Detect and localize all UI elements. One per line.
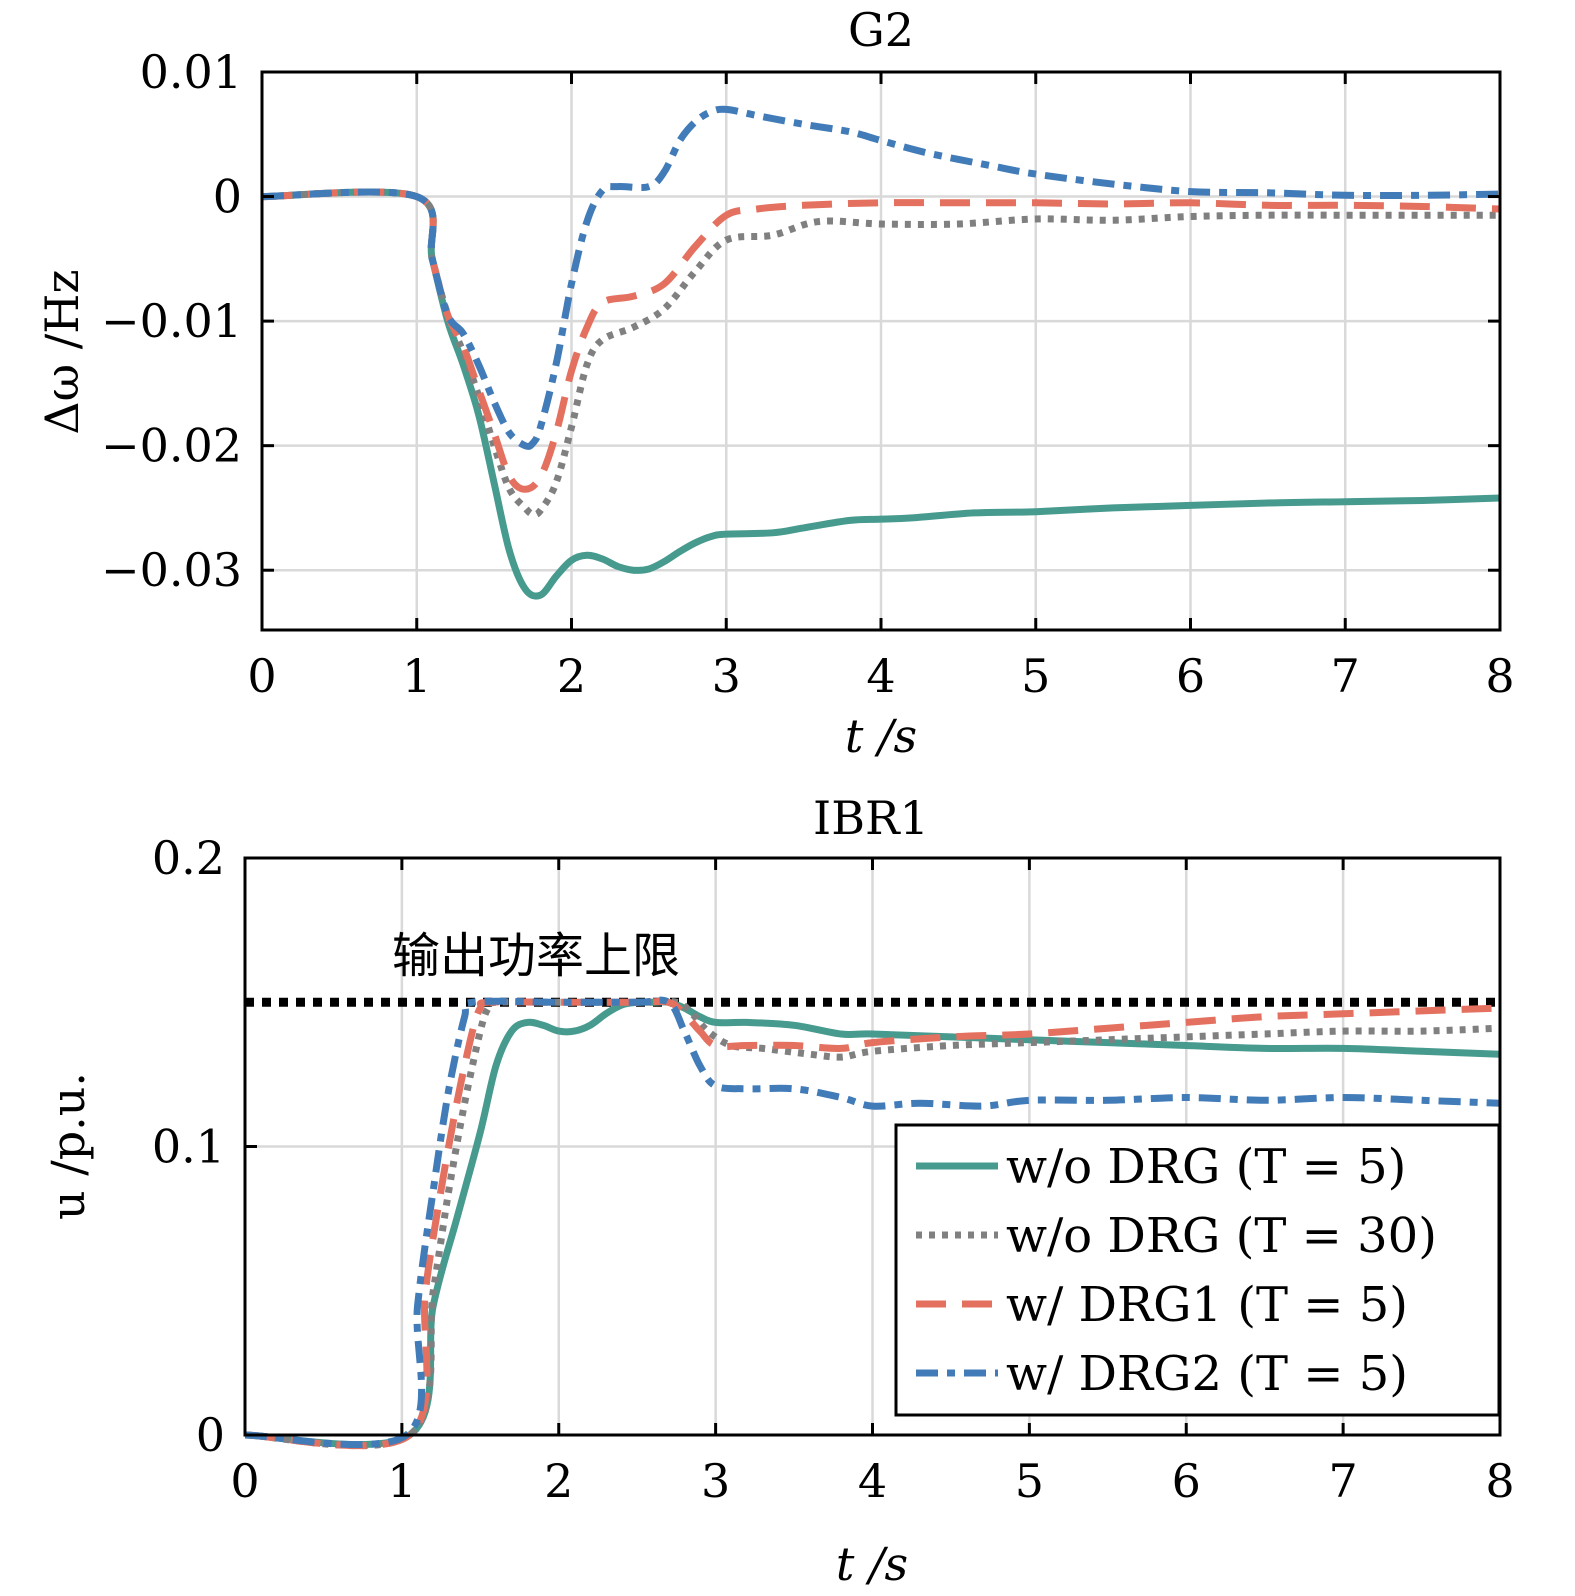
g2-ylabel: Δω /Hz [35, 269, 89, 434]
x-tick-label: 7 [1328, 1454, 1357, 1508]
x-tick-label: 7 [1331, 649, 1360, 703]
series-line-blue [244, 996, 1501, 1449]
series-line-teal [261, 188, 1501, 600]
legend-box [894, 1123, 1501, 1417]
x-tick-label: 5 [1021, 649, 1050, 703]
x-tick-label: 8 [1485, 649, 1514, 703]
legend: w/o DRG (T = 5) w/o DRG (T = 30) w/ DRG1 (… [894, 1123, 1501, 1417]
y-tick-label: −0.02 [101, 419, 242, 473]
ibr1-ylabel: u /p.u. [41, 1072, 95, 1220]
x-tick-label: 2 [557, 649, 586, 703]
y-tick-label: 0.2 [152, 831, 225, 885]
g2-panel: 0 1 2 3 4 5 6 7 8 0.01 0 −0.01 −0.02 −0.03 G2 t /s Δω… [35, 3, 1515, 763]
y-tick-label: 0 [213, 170, 242, 224]
x-tick-label: 6 [1172, 1454, 1201, 1508]
ibr1-panel: 输出功率上限 0 1 2 3 4 5 6 7 8 0.2 0.1 0 IBR1 t /s u /p.u… [41, 791, 1515, 1591]
x-tick-label: 1 [387, 1454, 416, 1508]
x-tick-label: 0 [247, 649, 276, 703]
y-tick-label: −0.01 [101, 294, 242, 348]
y-tick-label: 0.1 [152, 1120, 225, 1174]
ibr1-xlabel: t /s [836, 1537, 908, 1591]
series-line-red [261, 188, 1501, 493]
g2-series [261, 105, 1501, 600]
y-tick-label: 0 [196, 1408, 225, 1462]
power-limit-annotation: 输出功率上限 [392, 928, 680, 984]
x-tick-label: 5 [1015, 1454, 1044, 1508]
ibr1-title: IBR1 [813, 791, 929, 845]
g2-ticks: 0 1 2 3 4 5 6 7 8 0.01 0 −0.01 −0.02 −0.03 [101, 45, 1515, 703]
x-tick-label: 0 [230, 1454, 259, 1508]
g2-xlabel: t /s [845, 709, 917, 763]
x-tick-label: 1 [402, 649, 431, 703]
x-tick-label: 4 [858, 1454, 887, 1508]
x-tick-label: 3 [712, 649, 741, 703]
series-line-gray [244, 997, 1501, 1450]
series-line-red [244, 997, 1501, 1450]
x-tick-label: 3 [701, 1454, 730, 1508]
ibr1-series [244, 996, 1501, 1450]
g2-xlabel-text: t /s [845, 709, 917, 763]
y-tick-label: 0.01 [140, 45, 242, 99]
x-tick-label: 2 [544, 1454, 573, 1508]
x-tick-label: 6 [1176, 649, 1205, 703]
g2-grid [262, 72, 1500, 630]
legend-label: w/o DRG (T = 30) [1006, 1208, 1437, 1264]
x-tick-label: 8 [1485, 1454, 1514, 1508]
y-tick-label: −0.03 [101, 543, 242, 597]
series-line-blue [261, 105, 1501, 450]
legend-label: w/o DRG (T = 5) [1006, 1139, 1406, 1195]
legend-label: w/ DRG1 (T = 5) [1006, 1277, 1408, 1333]
x-tick-label: 4 [866, 649, 895, 703]
g2-title: G2 [848, 3, 914, 57]
legend-label: w/ DRG2 (T = 5) [1006, 1346, 1408, 1402]
ibr1-ticks: 0 1 2 3 4 5 6 7 8 0.2 0.1 0 [152, 831, 1515, 1508]
series-line-teal [244, 998, 1501, 1449]
